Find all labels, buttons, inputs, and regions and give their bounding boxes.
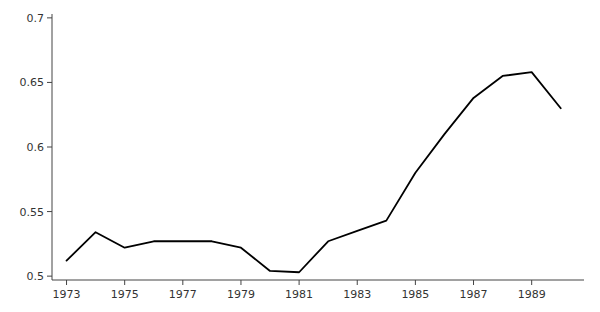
x-tick-label: 1973 (53, 288, 81, 301)
y-tick (47, 147, 52, 148)
y-tick-label: 0.7 (27, 12, 45, 25)
x-tick-label: 1987 (460, 288, 488, 301)
x-tick (124, 280, 125, 285)
x-tick (357, 280, 358, 285)
x-tick (66, 280, 67, 285)
plot-area (67, 72, 561, 272)
x-tick (240, 280, 241, 285)
y-tick (47, 276, 52, 277)
x-axis (52, 280, 584, 281)
y-tick (47, 17, 52, 18)
x-tick (299, 280, 300, 285)
x-tick (415, 280, 416, 285)
y-tick-label: 0.6 (27, 141, 45, 154)
y-tick-label: 0.55 (20, 206, 45, 219)
x-tick-label: 1979 (227, 288, 255, 301)
chart: 1973 1975 1977 1979 1981 1983 1985 1987 1989 0.5 0… (0, 0, 600, 312)
x-tick-label: 1989 (518, 288, 546, 301)
y-tick-label: 0.65 (20, 76, 45, 89)
x-tick-label: 1985 (401, 288, 429, 301)
y-tick (47, 211, 52, 212)
x-tick (531, 280, 532, 285)
x-tick-label: 1983 (343, 288, 371, 301)
x-tick-label: 1975 (111, 288, 139, 301)
x-tick (182, 280, 183, 285)
x-tick (473, 280, 474, 285)
y-tick-label: 0.5 (27, 270, 45, 283)
y-tick (47, 82, 52, 83)
data-line (67, 72, 561, 272)
x-tick-label: 1977 (169, 288, 197, 301)
x-tick-label: 1981 (285, 288, 313, 301)
